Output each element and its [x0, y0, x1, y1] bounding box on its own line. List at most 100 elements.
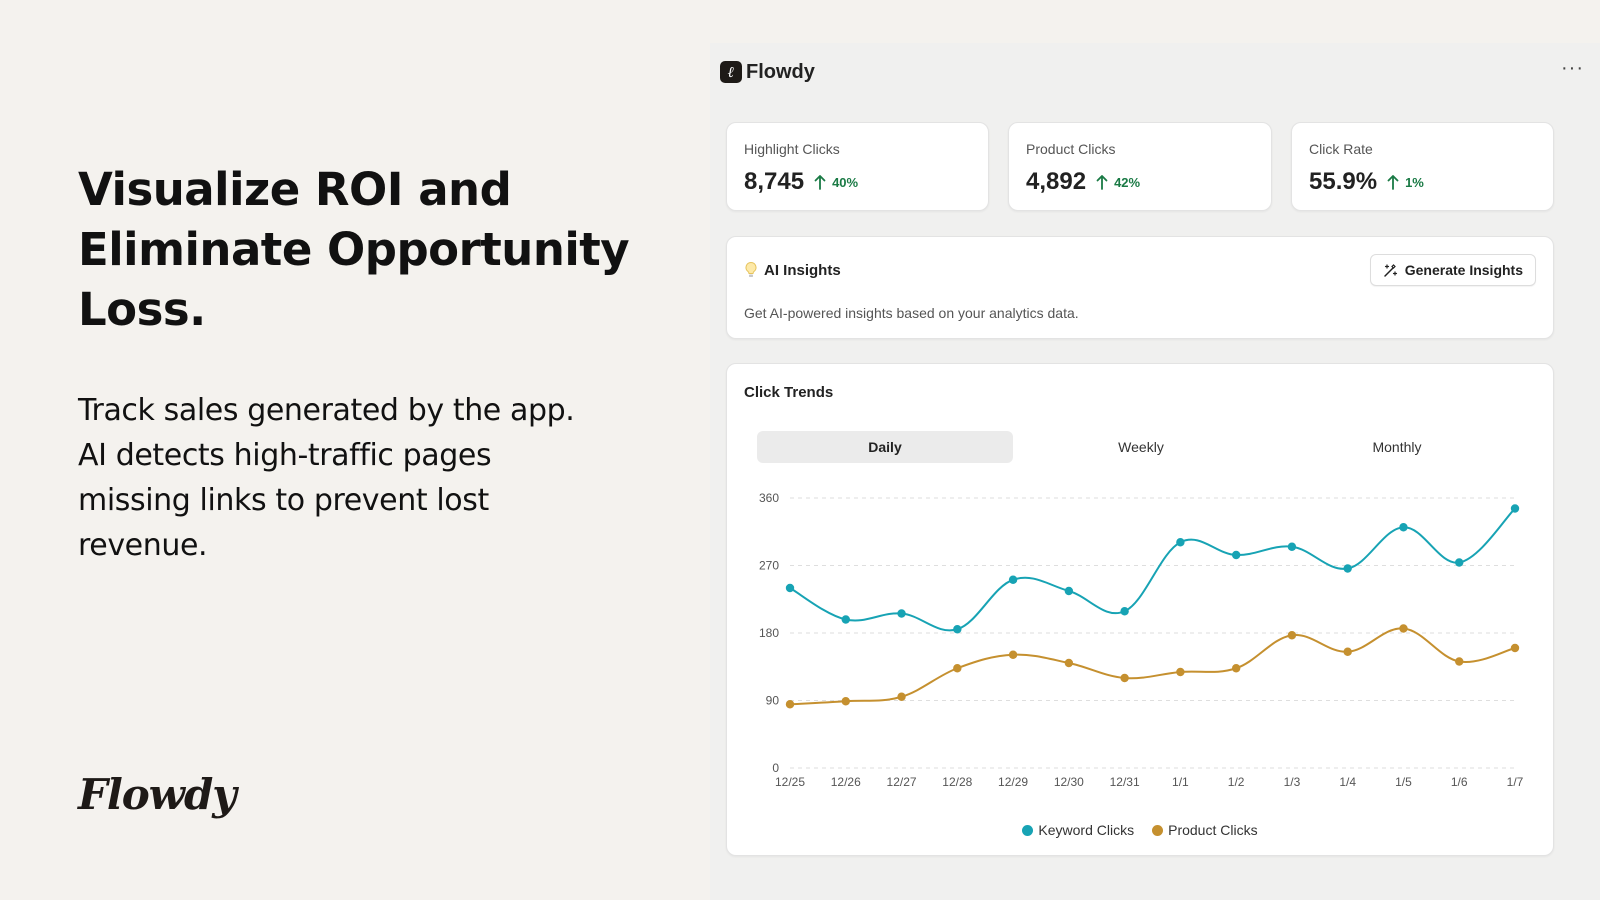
arrow-up-icon — [1096, 175, 1108, 190]
x-tick-label: 1/3 — [1284, 775, 1301, 789]
stat-value: 8,745 — [744, 168, 805, 195]
legend-swatch — [1022, 824, 1034, 836]
generate-insights-button[interactable]: Generate Insights — [1369, 254, 1536, 286]
data-point — [785, 583, 795, 593]
stat-card-click-rate: Click Rate 55.9% 1% — [1291, 122, 1554, 211]
legend-label: Keyword Clicks — [1038, 822, 1135, 838]
data-point — [1120, 673, 1129, 683]
data-point — [1510, 504, 1520, 513]
stat-delta: 42% — [1096, 174, 1140, 190]
data-point — [841, 615, 850, 624]
data-point — [953, 664, 962, 673]
x-tick-label: 12/25 — [775, 775, 805, 789]
x-tick-label: 1/5 — [1395, 775, 1412, 789]
y-tick-label: 180 — [759, 626, 779, 640]
x-tick-label: 12/26 — [831, 775, 861, 789]
stat-row: 8,745 40% — [744, 168, 858, 196]
magic-wand-icon — [1383, 263, 1397, 277]
more-options-button[interactable]: ··· — [1561, 57, 1584, 79]
data-point — [1455, 657, 1464, 666]
x-tick-label: 1/6 — [1451, 775, 1468, 789]
x-tick-label: 1/4 — [1339, 775, 1356, 789]
stat-label: Click Rate — [1309, 141, 1373, 157]
stat-delta: 1% — [1387, 174, 1424, 190]
chart-legend: Keyword Clicks Product Clicks — [727, 822, 1553, 838]
stat-row: 4,892 42% — [1026, 168, 1140, 196]
data-point — [897, 609, 906, 618]
y-tick-label: 0 — [772, 761, 779, 775]
x-tick-label: 1/2 — [1228, 775, 1245, 789]
click-trends-chart: 0 90 180 270 360 12/25 12/26 12/27 12/28 12/29 12/… — [759, 491, 1524, 789]
data-point — [1399, 624, 1408, 633]
data-point — [1008, 575, 1018, 584]
stat-delta-value: 40% — [832, 174, 859, 190]
x-tick-label: 1/1 — [1172, 775, 1189, 789]
x-tick-label: 12/27 — [887, 775, 917, 789]
data-point — [1510, 643, 1520, 653]
ai-insights-description: Get AI-powered insights based on your an… — [744, 305, 1079, 321]
data-point — [1176, 667, 1185, 677]
stat-card-product-clicks: Product Clicks 4,892 42% — [1008, 122, 1272, 211]
hero-description: Track sales generated by the app. AI det… — [78, 393, 575, 563]
tab-weekly[interactable]: Weekly — [1118, 439, 1164, 455]
y-tick-label: 270 — [759, 559, 779, 573]
x-tick-label: 12/31 — [1110, 775, 1140, 789]
ai-insights-label: AI Insights — [764, 261, 841, 279]
data-point — [1287, 631, 1297, 640]
ai-insights-title: AI Insights — [744, 261, 841, 279]
stat-delta: 40% — [814, 174, 858, 190]
app-window: ℓ Flowdy ··· Highlight Clicks 8,745 40% … — [710, 43, 1600, 900]
tab-monthly[interactable]: Monthly — [1372, 439, 1422, 455]
data-point — [897, 692, 906, 701]
generate-insights-label: Generate Insights — [1404, 262, 1523, 278]
stat-label: Product Clicks — [1026, 141, 1116, 157]
data-point — [1343, 647, 1352, 656]
data-point — [1231, 664, 1241, 673]
data-point — [841, 697, 850, 706]
app-brand[interactable]: ℓ Flowdy — [720, 61, 815, 84]
data-point — [1231, 550, 1241, 560]
arrow-up-icon — [1387, 175, 1399, 190]
x-tick-label: 1/7 — [1507, 775, 1524, 789]
stat-row: 55.9% 1% — [1309, 168, 1424, 196]
period-tabs: Daily Weekly Monthly — [757, 431, 1525, 463]
legend-item-keyword-clicks[interactable]: Keyword Clicks — [1022, 822, 1134, 838]
y-tick-label: 90 — [766, 694, 780, 708]
data-point — [1064, 658, 1074, 668]
data-point — [1008, 650, 1018, 659]
x-tick-label: 12/29 — [998, 775, 1028, 789]
stat-card-highlight-clicks: Highlight Clicks 8,745 40% — [726, 122, 989, 211]
data-point — [1176, 538, 1185, 547]
click-trends-title: Click Trends — [744, 384, 834, 401]
app-header: ℓ Flowdy ··· — [710, 43, 1600, 101]
x-tick-label: 12/30 — [1054, 775, 1084, 789]
hero-title: Visualize ROI and Eliminate Opportunity … — [78, 163, 630, 336]
data-point — [1455, 558, 1464, 567]
data-point — [1399, 523, 1408, 532]
series-line — [789, 627, 1516, 706]
arrow-up-icon — [814, 175, 826, 190]
y-tick-label: 360 — [759, 491, 779, 505]
lightbulb-icon — [745, 261, 757, 277]
x-tick-label: 12/28 — [942, 775, 972, 789]
app-logo-icon: ℓ — [720, 61, 742, 83]
data-point — [785, 700, 795, 709]
click-trends-card: Click Trends Daily Weekly Monthly 0 90 180… — [726, 363, 1554, 856]
app-name: Flowdy — [746, 60, 815, 83]
legend-item-product-clicks[interactable]: Product Clicks — [1152, 822, 1258, 838]
brand-logo: Flowdy — [78, 770, 237, 819]
ai-insights-card: AI Insights Generate Insights Get AI-pow… — [726, 236, 1554, 339]
stat-value: 55.9% — [1309, 168, 1378, 195]
stat-value: 4,892 — [1026, 168, 1087, 195]
data-point — [1287, 542, 1297, 551]
tab-daily[interactable]: Daily — [757, 431, 1013, 463]
stat-delta-value: 1% — [1405, 174, 1424, 190]
stat-delta-value: 42% — [1114, 174, 1141, 190]
legend-label: Product Clicks — [1168, 822, 1258, 838]
data-point — [953, 625, 962, 634]
stat-label: Highlight Clicks — [744, 141, 840, 157]
data-point — [1343, 564, 1352, 573]
legend-swatch — [1152, 824, 1164, 836]
data-point — [1064, 586, 1074, 596]
data-point — [1120, 607, 1129, 616]
